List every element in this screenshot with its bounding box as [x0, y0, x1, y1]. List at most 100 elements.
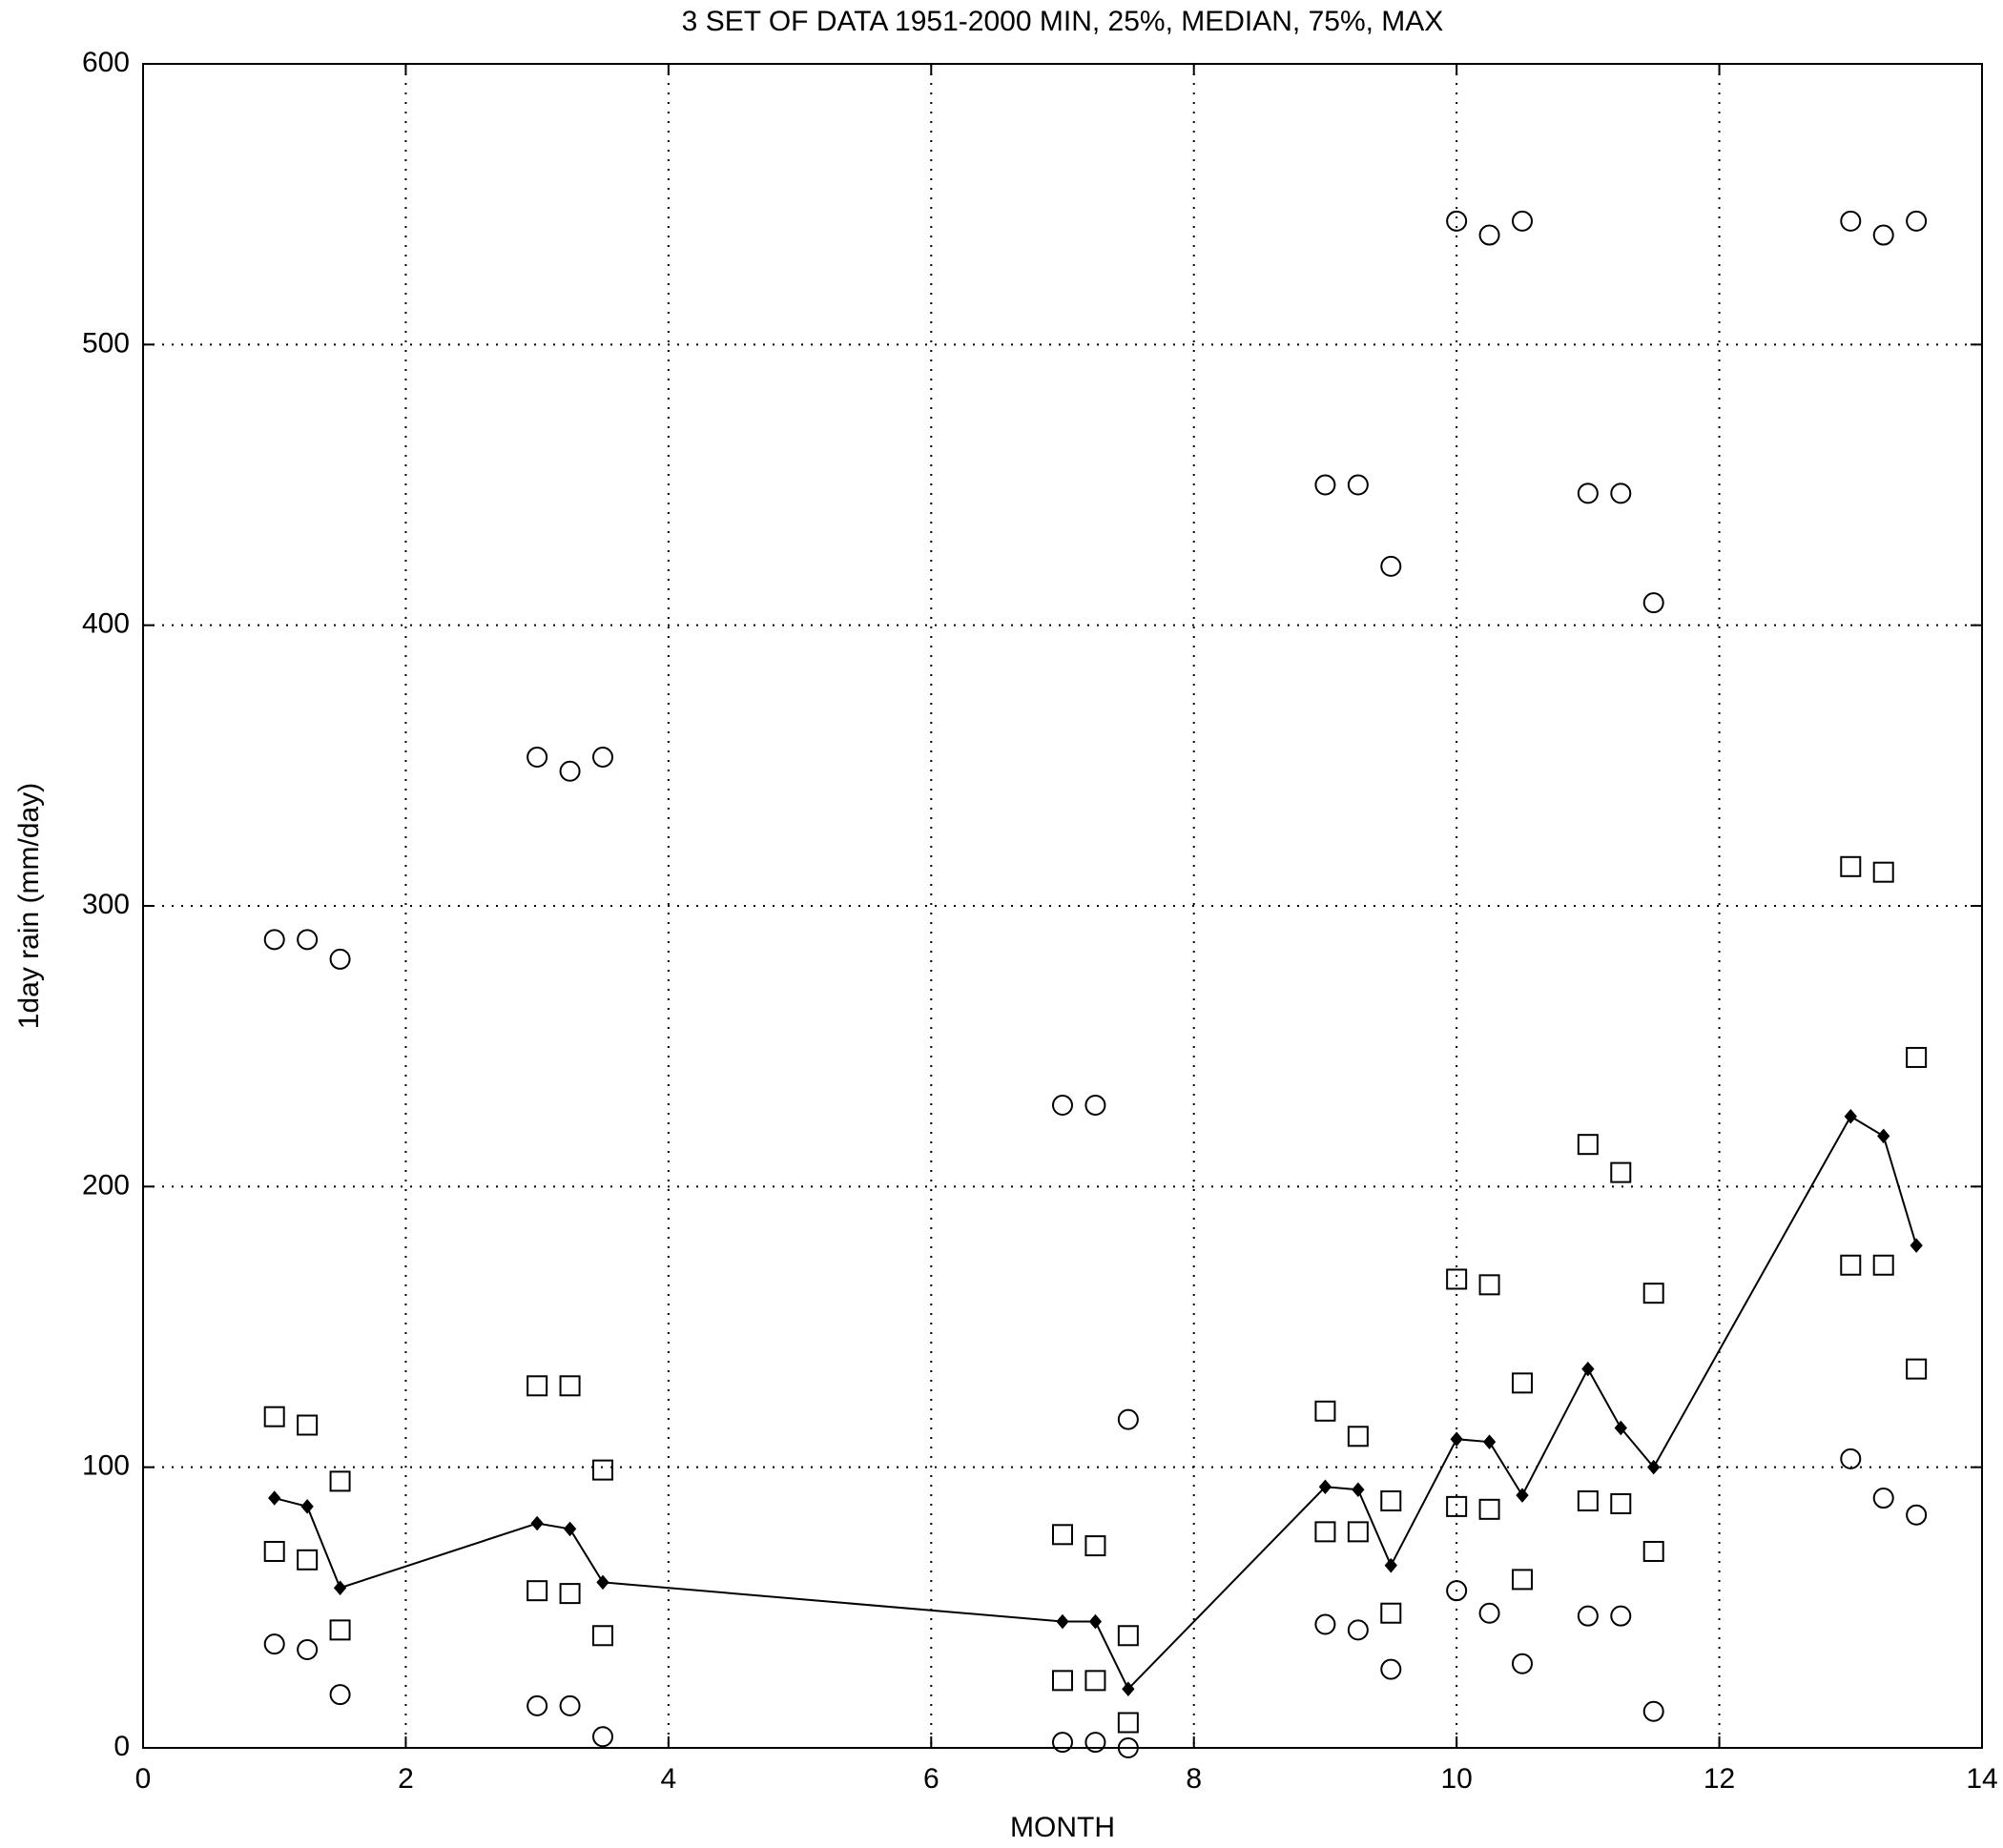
square-marker: [1610, 1161, 1632, 1183]
circle-marker: [263, 1633, 285, 1655]
square-marker: [1052, 1524, 1073, 1546]
circle-marker: [1577, 1605, 1599, 1627]
circle-marker: [329, 1684, 351, 1706]
diamond-marker: [1450, 1431, 1463, 1447]
plot-frame: [142, 63, 1983, 1749]
square-marker: [263, 1540, 285, 1562]
y-tick-label: 200: [82, 1169, 130, 1201]
grid: 0 2 4 6 8 10 12 14 0 100 200 300 400 500 600: [82, 47, 1998, 1795]
circle-marker: [297, 1638, 319, 1660]
square-marker: [1478, 1498, 1500, 1520]
circle-marker: [1478, 224, 1500, 246]
diamond-marker: [333, 1580, 347, 1595]
y-tick-label: 600: [82, 47, 130, 78]
circle-marker: [592, 747, 613, 769]
x-tick-label: 8: [1186, 1763, 1202, 1795]
circle-marker: [592, 1726, 613, 1748]
square-marker: [1084, 1535, 1106, 1557]
square-marker: [329, 1470, 351, 1492]
diamond-marker: [1122, 1681, 1135, 1696]
square-marker: [1052, 1670, 1073, 1692]
circle-marker: [559, 760, 581, 782]
circle-marker: [1380, 555, 1402, 577]
diamond-marker: [1384, 1557, 1397, 1573]
square-marker: [297, 1549, 319, 1571]
circle-marker: [1347, 474, 1369, 496]
diamond-marker: [1844, 1108, 1857, 1124]
circle-marker: [527, 1694, 548, 1716]
series-line: [274, 1115, 1918, 1691]
circle-marker: [1084, 1732, 1106, 1754]
circle-marker: [329, 948, 351, 970]
square-marker: [1577, 1489, 1599, 1511]
square-marker: [1642, 1283, 1664, 1304]
square-marker: [1840, 1254, 1862, 1276]
square-marker: [1314, 1400, 1336, 1422]
circle-marker: [1084, 1094, 1106, 1116]
square-marker: [1446, 1495, 1468, 1517]
square-marker: [559, 1583, 581, 1605]
diamond-marker: [1056, 1613, 1069, 1630]
diamond-marker: [1482, 1434, 1497, 1449]
y-tick-label: 400: [82, 608, 130, 640]
square-marker: [1084, 1670, 1106, 1692]
square-marker: [1446, 1268, 1468, 1290]
square-marker: [1478, 1274, 1500, 1296]
circle-marker: [1840, 1448, 1862, 1469]
circle-marker: [1347, 1619, 1369, 1641]
circle-marker: [1906, 210, 1928, 232]
square-marker: [559, 1375, 581, 1397]
chart-title: 3 SET OF DATA 1951-2000 MIN, 25%, MEDIAN…: [682, 6, 1444, 37]
circle-marker: [559, 1694, 581, 1716]
square-marker: [592, 1625, 613, 1647]
circle-marker: [1446, 210, 1468, 232]
circle-marker: [1314, 474, 1336, 496]
circle-marker: [1446, 1580, 1468, 1602]
circle-marker: [1577, 483, 1599, 504]
square-marker: [1512, 1569, 1533, 1591]
y-tick-label: 500: [82, 327, 130, 359]
square-marker: [1840, 855, 1862, 877]
diamond-marker: [1088, 1613, 1103, 1630]
square-marker: [527, 1580, 548, 1602]
circle-marker: [1314, 1613, 1336, 1635]
x-tick-label: 0: [135, 1763, 152, 1795]
square-marker: [297, 1414, 319, 1436]
square-marker: [1906, 1046, 1928, 1068]
circle-marker: [1610, 1605, 1632, 1627]
diamond-marker: [530, 1515, 544, 1531]
diamond-marker: [1318, 1479, 1332, 1495]
x-tick-label: 6: [923, 1763, 940, 1795]
diamond-marker: [1352, 1482, 1365, 1497]
x-tick-label: 2: [398, 1763, 414, 1795]
marks: [263, 210, 1928, 1758]
square-marker: [1380, 1489, 1402, 1511]
square-marker: [1906, 1358, 1928, 1380]
square-marker: [1872, 1254, 1894, 1276]
y-tick-label: 300: [82, 889, 130, 920]
y-tick-label: 0: [114, 1731, 130, 1762]
x-tick-label: 4: [661, 1763, 677, 1795]
diamond-marker: [563, 1521, 577, 1537]
circle-marker: [1642, 592, 1664, 614]
diamond-marker: [1581, 1361, 1595, 1377]
circle-marker: [263, 929, 285, 951]
circle-marker: [297, 929, 319, 951]
diamond-marker: [1614, 1420, 1627, 1436]
circle-marker: [1478, 1602, 1500, 1624]
square-marker: [1642, 1540, 1664, 1562]
square-marker: [1347, 1521, 1369, 1543]
square-marker: [1380, 1602, 1402, 1624]
circle-marker: [1906, 1504, 1928, 1526]
square-marker: [1577, 1134, 1599, 1156]
square-marker: [1872, 861, 1894, 883]
diamond-marker: [300, 1499, 314, 1514]
circle-marker: [1052, 1732, 1073, 1754]
x-tick-label: 12: [1704, 1763, 1735, 1795]
diamond-marker: [1516, 1488, 1529, 1503]
x-tick-label: 14: [1966, 1763, 1997, 1795]
y-tick-label: 100: [82, 1450, 130, 1482]
x-axis-label: MONTH: [1010, 1812, 1115, 1843]
diamond-marker: [1877, 1128, 1890, 1144]
